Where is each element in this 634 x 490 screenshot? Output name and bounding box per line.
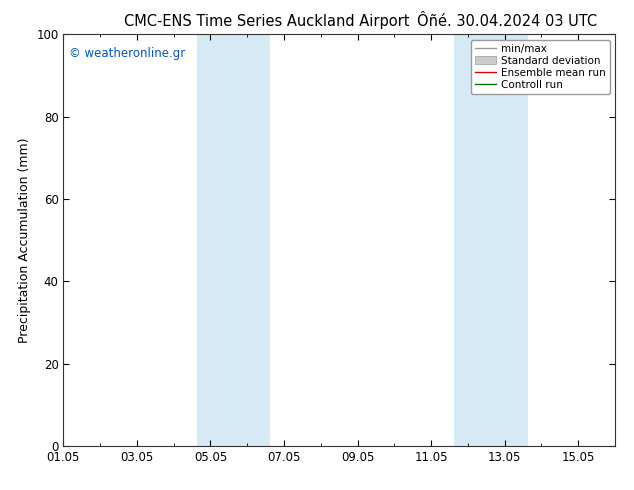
Text: CMC-ENS Time Series Auckland Airport: CMC-ENS Time Series Auckland Airport <box>124 14 409 29</box>
Text: © weatheronline.gr: © weatheronline.gr <box>69 47 185 60</box>
Bar <box>197 34 270 446</box>
Legend: min/max, Standard deviation, Ensemble mean run, Controll run: min/max, Standard deviation, Ensemble me… <box>470 40 610 94</box>
Text: Ôñé. 30.04.2024 03 UTC: Ôñé. 30.04.2024 03 UTC <box>417 14 597 29</box>
Bar <box>454 34 527 446</box>
Y-axis label: Precipitation Accumulation (mm): Precipitation Accumulation (mm) <box>18 137 30 343</box>
